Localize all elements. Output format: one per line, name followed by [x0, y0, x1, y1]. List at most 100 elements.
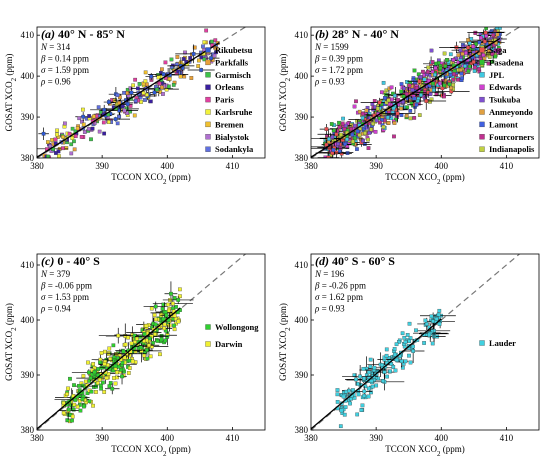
data-point — [115, 93, 120, 98]
data-point — [369, 379, 374, 383]
data-point — [202, 57, 207, 62]
data-point — [399, 82, 404, 86]
data-point — [99, 351, 104, 355]
data-point — [351, 388, 355, 392]
data-point — [366, 137, 370, 142]
data-point — [54, 151, 58, 155]
data-point — [430, 60, 435, 64]
data-point — [386, 121, 391, 125]
data-point — [83, 379, 88, 384]
x-tick-label: 400 — [161, 433, 175, 443]
data-point — [169, 57, 174, 62]
y-axis-label: GOSAT XCO2 (ppm) — [4, 54, 18, 132]
data-point — [497, 47, 502, 52]
data-point — [491, 33, 496, 38]
data-point — [72, 147, 77, 152]
data-point — [133, 339, 137, 344]
data-point — [102, 362, 107, 366]
data-point — [129, 90, 134, 95]
data-point — [95, 381, 100, 385]
data-point — [374, 383, 379, 388]
y-tick-label: 380 — [21, 153, 35, 163]
data-point — [55, 128, 59, 133]
data-point — [129, 341, 134, 346]
data-point — [53, 137, 58, 142]
data-point — [169, 291, 173, 296]
data-point — [498, 27, 502, 30]
data-point — [422, 77, 427, 82]
data-point — [178, 294, 182, 299]
x-tick-label: 410 — [226, 161, 240, 171]
data-point — [399, 106, 403, 111]
data-point — [182, 57, 186, 61]
data-point — [159, 333, 164, 338]
data-point — [456, 53, 461, 58]
legend-marker — [205, 47, 211, 53]
y-tick-label: 390 — [295, 112, 309, 122]
data-point — [202, 40, 207, 45]
data-point — [152, 90, 157, 95]
legend-label: Edwards — [489, 82, 522, 92]
x-axis-label: TCCON XCO2 (ppm) — [385, 444, 465, 458]
legend-marker — [205, 59, 211, 66]
data-point — [209, 56, 213, 60]
data-point — [472, 69, 477, 73]
data-point — [400, 331, 405, 336]
data-point — [144, 92, 149, 97]
data-point — [407, 353, 411, 358]
data-point — [104, 376, 109, 380]
data-point — [389, 85, 394, 90]
data-point — [92, 370, 97, 375]
y-tick-label: 390 — [295, 370, 309, 380]
data-point — [166, 302, 170, 307]
data-point — [330, 135, 335, 140]
legend-marker — [479, 47, 485, 53]
y-tick-label: 380 — [295, 153, 309, 163]
data-point — [355, 129, 360, 134]
data-point — [326, 155, 331, 158]
data-point — [433, 66, 438, 70]
data-point — [351, 139, 355, 144]
data-point — [145, 356, 150, 361]
stat-line: N = 196 — [314, 269, 345, 279]
data-point — [160, 85, 164, 90]
data-point — [493, 22, 496, 25]
panel-b: 380 390 400 410 380 390 400 410 TCCON XCO2 (ppm)… — [278, 22, 540, 186]
data-point — [345, 137, 349, 142]
data-point — [113, 364, 118, 368]
data-point — [125, 111, 129, 116]
data-point — [338, 424, 343, 429]
data-point — [145, 348, 149, 352]
data-point — [467, 41, 472, 46]
y-axis-label: GOSAT XCO2 (ppm) — [4, 303, 18, 381]
data-point — [460, 45, 465, 49]
data-point — [414, 102, 419, 107]
stat-line: σ = 1.72 ppm — [315, 65, 363, 75]
data-point — [50, 138, 54, 142]
data-point — [121, 349, 126, 354]
data-point — [331, 128, 336, 133]
data-point — [72, 402, 77, 407]
data-point — [360, 116, 365, 120]
data-point — [144, 82, 149, 87]
data-point — [99, 386, 103, 391]
data-point — [75, 126, 80, 131]
data-point — [448, 52, 453, 57]
data-point — [412, 116, 417, 120]
panel-title: (d) 40° S - 60° S — [315, 254, 395, 268]
x-tick-label: 390 — [95, 161, 109, 171]
stat-line: β = -0.26 ppm — [314, 281, 366, 291]
x-tick-label: 390 — [95, 433, 109, 443]
x-tick-label: 410 — [500, 433, 514, 443]
data-point — [367, 375, 371, 380]
data-point — [443, 64, 448, 69]
data-point — [127, 366, 132, 370]
data-point — [155, 339, 160, 343]
legend-label: Parkfalls — [215, 57, 249, 67]
legend-marker — [205, 121, 211, 128]
data-point — [126, 371, 131, 375]
data-point — [82, 130, 87, 134]
data-point — [352, 123, 357, 128]
x-tick-label: 410 — [500, 161, 514, 171]
